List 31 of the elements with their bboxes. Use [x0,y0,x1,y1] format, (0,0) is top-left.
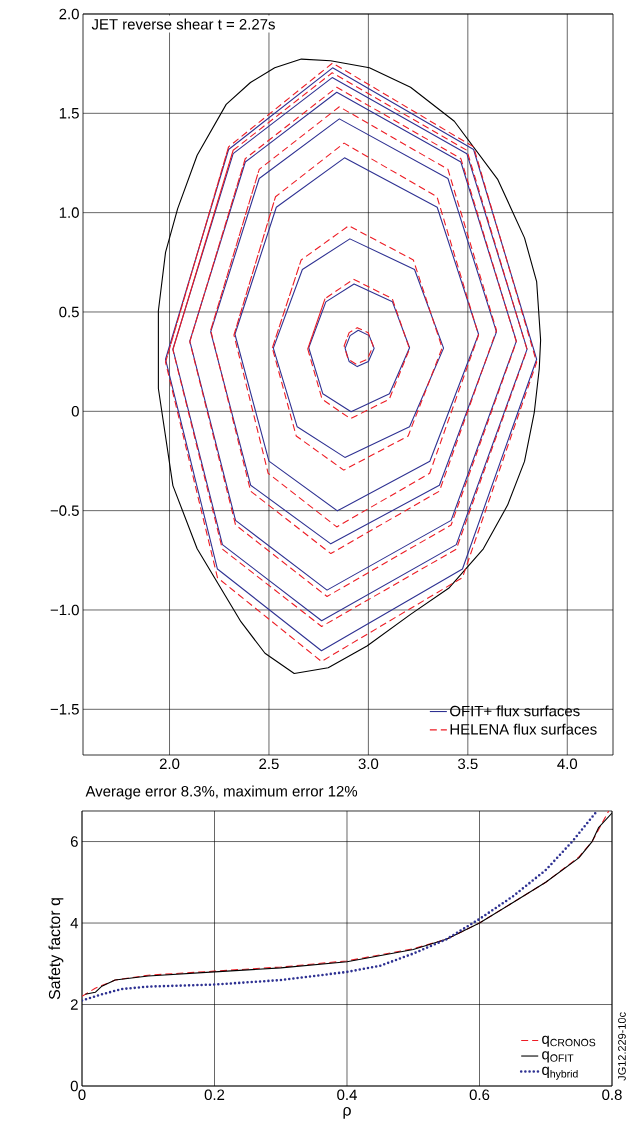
x-tick-label: 0.6 [469,1089,490,1101]
legend-label: q$_{OFIT}$ [542,1051,574,1063]
x-tick-label: 2.5 [259,758,279,770]
y-tick-label: 2 [70,999,78,1010]
x-tick-label: 3.5 [458,758,478,770]
x-tick-label: 0.8 [602,1089,622,1101]
x-axis-title: ρ [343,1106,351,1119]
y-tick-label: 1.0 [59,207,79,218]
y-axis-title: Safety factor q [48,898,64,1000]
y-tick-label: 0 [71,406,79,417]
chart-title: Average error 8.3%, maximum error 12% [85,785,358,800]
legend-label: OFIT+ flux surfaces [450,705,580,717]
x-tick-label: 0.2 [204,1089,225,1101]
legend-label: q$_{hybrid}$ [542,1066,578,1080]
text: JG12.229-10c [618,1012,626,1081]
legend-label: HELENA flux surfaces [450,723,597,735]
x-tick-label: 2.0 [159,758,180,770]
y-tick-label: −1.0 [50,604,79,616]
x-tick-label: 3.0 [358,758,379,770]
y-tick-label: 0.5 [59,306,79,318]
y-tick-label: 1.5 [59,108,79,119]
x-tick-label: 0.4 [337,1089,357,1101]
y-tick-label: 2.0 [59,8,79,20]
y-tick-label: 6 [70,836,78,847]
y-tick-label: 4 [70,917,79,929]
y-tick-label: 0 [70,1080,78,1092]
x-tick-label: 4.0 [557,758,578,770]
y-tick-label: −0.5 [50,505,79,516]
chart-title: JET reverse shear t = 2.27s [91,18,275,30]
y-tick-label: −1.5 [50,704,79,715]
legend-label: q$_{CRONOS}$ [542,1035,596,1047]
